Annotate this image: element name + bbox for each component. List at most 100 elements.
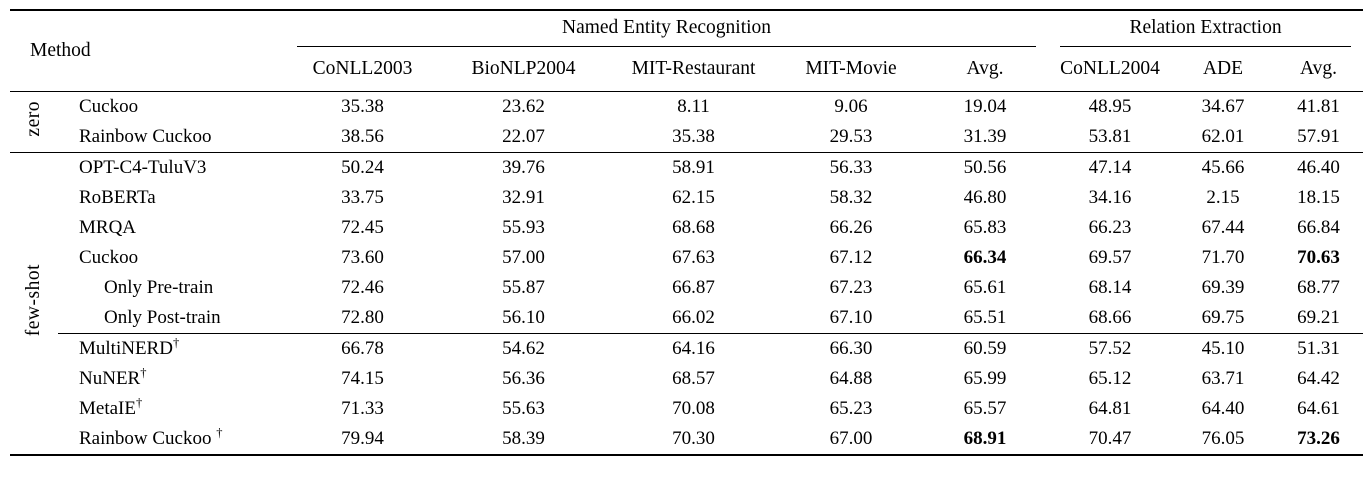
- table-row: MetaIE† 71.33 55.63 70.08 65.23 65.57 64.81 64.…: [10, 394, 1363, 424]
- value-cell: 60.59: [922, 333, 1049, 364]
- value-cell: 66.34: [963, 247, 1007, 269]
- method-name: NuNER: [79, 368, 141, 390]
- method-cell: Rainbow Cuckoo: [58, 122, 285, 153]
- value-cell: 66.87: [672, 277, 715, 299]
- value-cell: 64.61: [1297, 398, 1340, 420]
- col-header-ade: ADE: [1172, 47, 1275, 92]
- method-name: Rainbow Cuckoo: [79, 428, 212, 450]
- value-cell: 56.10: [502, 307, 545, 329]
- value-cell: 67.00: [829, 428, 873, 450]
- value-cell: 65.83: [963, 217, 1007, 239]
- value-cell: 64.88: [829, 368, 873, 390]
- col-header-bionlp2004: BioNLP2004: [440, 47, 608, 92]
- value-cell: 72.80: [341, 307, 384, 329]
- method-column-header: Method: [10, 10, 286, 92]
- value-cell: 76.05: [1201, 428, 1245, 450]
- value-cell: 66.30: [780, 333, 923, 364]
- value-cell: 58.91: [607, 152, 781, 183]
- table-row: Rainbow Cuckoo † 79.94 58.39 70.30 67.00 68.9…: [10, 424, 1363, 455]
- value-cell: 56.36: [502, 368, 545, 390]
- method-cell: MultiNERD†: [58, 333, 286, 364]
- value-cell: 51.31: [1274, 333, 1364, 364]
- value-cell: 65.12: [1088, 368, 1132, 390]
- value-cell: 74.15: [341, 368, 384, 390]
- value-cell: 68.57: [672, 368, 715, 390]
- value-cell: 64.40: [1201, 398, 1245, 420]
- dagger-mark: †: [172, 335, 180, 350]
- table-row: zero Cuckoo 35.38 23.62 8.11 9.06 19.04 48.95 34…: [10, 92, 1363, 137]
- method-cell: Rainbow Cuckoo †: [58, 424, 285, 455]
- value-cell: 69.75: [1201, 307, 1245, 329]
- method-name: Rainbow Cuckoo: [79, 126, 212, 148]
- value-cell: 62.01: [1201, 126, 1245, 148]
- value-cell: 35.38: [672, 126, 715, 148]
- value-cell: 23.62: [502, 96, 545, 118]
- method-name: Only Pre-train: [104, 277, 214, 299]
- value-cell: 53.81: [1088, 126, 1132, 148]
- value-cell: 65.57: [963, 398, 1007, 420]
- method-name: MRQA: [79, 217, 137, 239]
- value-cell: 65.61: [963, 277, 1007, 299]
- table-row: Rainbow Cuckoo 38.56 22.07 35.38 29.53 31.39 5…: [10, 122, 1363, 153]
- value-cell: 34.67: [1201, 96, 1245, 118]
- value-cell: 57.00: [502, 247, 545, 269]
- section-label-zero: zero: [10, 92, 58, 153]
- method-name: OPT-C4-TuluV3: [79, 157, 207, 179]
- value-cell: 2.15: [1206, 187, 1240, 209]
- value-cell: 66.78: [285, 333, 441, 364]
- value-cell: 68.77: [1297, 277, 1340, 299]
- method-cell: Only Pre-train: [58, 273, 285, 303]
- value-cell: 67.63: [672, 247, 715, 269]
- value-cell: 50.24: [285, 152, 441, 183]
- value-cell: 69.57: [1088, 247, 1132, 269]
- value-cell: 70.08: [672, 398, 715, 420]
- value-cell: 62.15: [672, 187, 715, 209]
- group-header-re: Relation Extraction: [1048, 10, 1363, 47]
- value-cell: 31.39: [963, 126, 1007, 148]
- value-cell: 45.66: [1172, 152, 1275, 183]
- value-cell: 63.71: [1201, 368, 1245, 390]
- value-cell: 67.10: [829, 307, 873, 329]
- value-cell: 66.02: [672, 307, 715, 329]
- value-cell: 69.39: [1201, 277, 1245, 299]
- value-cell: 67.44: [1201, 217, 1245, 239]
- section-label-few-shot: few-shot: [10, 152, 58, 455]
- table-header: Method Named Entity Recognition Relation…: [10, 10, 1364, 92]
- value-cell: 55.87: [502, 277, 545, 299]
- value-cell: 70.47: [1088, 428, 1132, 450]
- table-row: few-shot OPT-C4-TuluV3 50.24 39.76 58.91 56.3…: [10, 152, 1364, 455]
- table-row: MRQA 72.45 55.93 68.68 66.26 65.83 66.23 67.44 6…: [10, 213, 1363, 243]
- value-cell: 57.91: [1297, 126, 1340, 148]
- value-cell: 33.75: [341, 187, 384, 209]
- value-cell: 64.16: [607, 333, 781, 364]
- group-header-re-label: Relation Extraction: [1060, 11, 1352, 47]
- value-cell: 32.91: [502, 187, 545, 209]
- col-header-mit-movie: MIT-Movie: [780, 47, 923, 92]
- method-cell: OPT-C4-TuluV3: [58, 152, 286, 183]
- dagger-mark: †: [140, 365, 147, 380]
- table-row: MultiNERD† 66.78 54.62 64.16 66.30 60.59 57.52…: [10, 333, 1364, 364]
- value-cell: 54.62: [440, 333, 608, 364]
- value-cell: 68.14: [1088, 277, 1132, 299]
- method-cell: Cuckoo: [58, 92, 285, 123]
- method-name: MetaIE: [79, 398, 136, 420]
- value-cell: 50.56: [922, 152, 1049, 183]
- value-cell: 66.26: [829, 217, 873, 239]
- value-cell: 68.66: [1088, 307, 1132, 329]
- value-cell: 34.16: [1088, 187, 1132, 209]
- value-cell: 45.10: [1172, 333, 1275, 364]
- value-cell: 64.81: [1088, 398, 1132, 420]
- group-header-ner-label: Named Entity Recognition: [297, 11, 1037, 47]
- value-cell: 47.14: [1048, 152, 1173, 183]
- value-cell: 71.33: [341, 398, 384, 420]
- col-header-mit-restaurant: MIT-Restaurant: [607, 47, 781, 92]
- col-header-re-avg: Avg.: [1274, 47, 1364, 92]
- table-row: Only Pre-train 72.46 55.87 66.87 67.23 65.61 6…: [10, 273, 1363, 303]
- value-cell: 58.32: [829, 187, 873, 209]
- value-cell: 70.30: [672, 428, 715, 450]
- section-label-text: zero: [22, 101, 44, 137]
- value-cell: 55.63: [502, 398, 545, 420]
- group-header-ner: Named Entity Recognition: [285, 10, 1048, 47]
- value-cell: 73.26: [1297, 428, 1340, 450]
- value-cell: 65.99: [963, 368, 1007, 390]
